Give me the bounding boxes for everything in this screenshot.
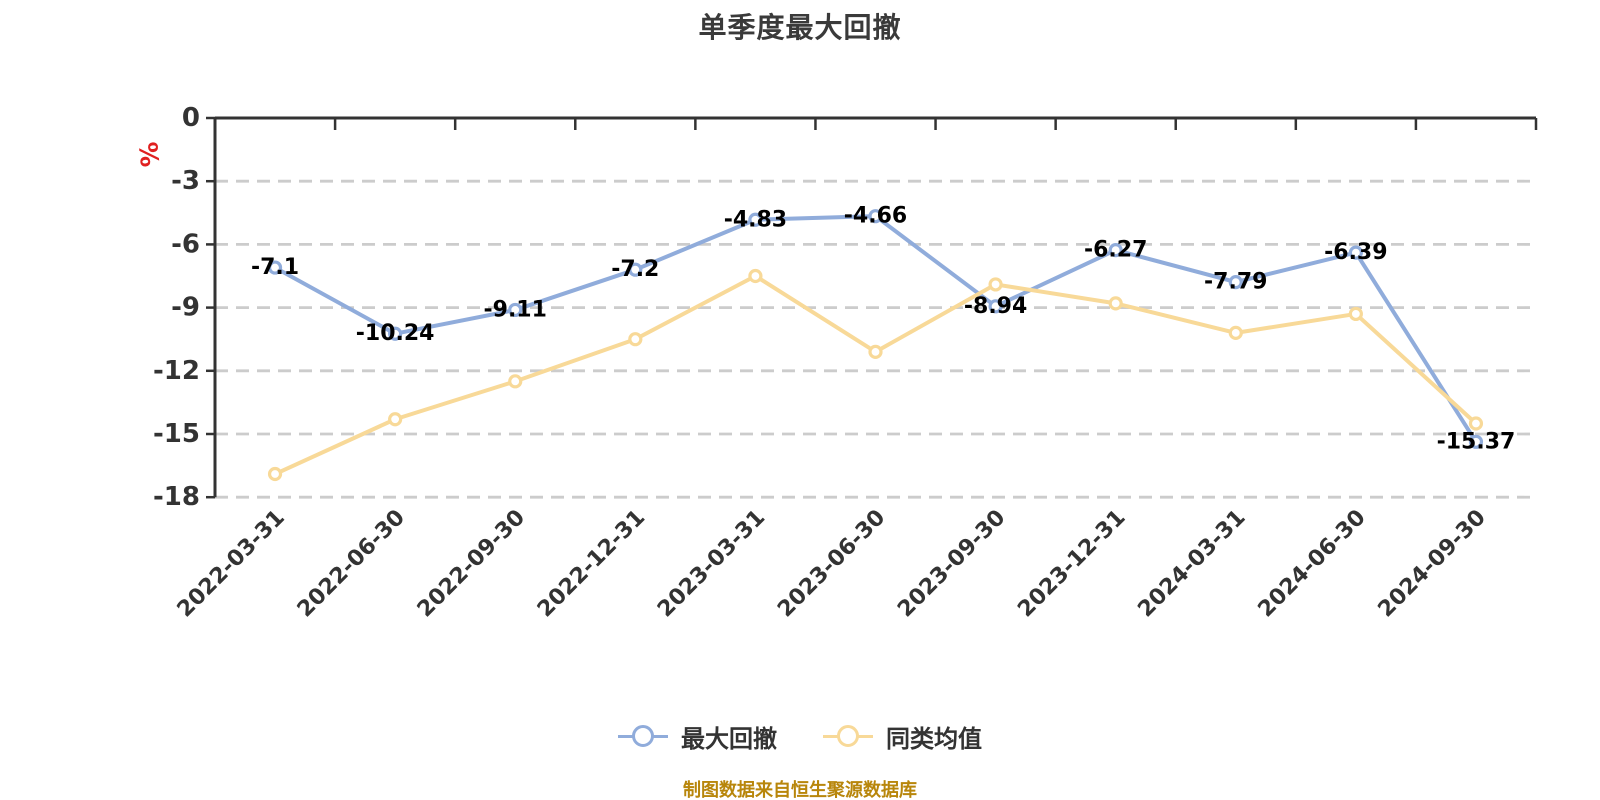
data-point-最大回撤[interactable] — [508, 302, 523, 318]
data-point-同类均值[interactable] — [1228, 325, 1243, 340]
data-source-note: 制图数据来自恒生聚源数据库 — [683, 780, 917, 800]
data-point-同类均值[interactable] — [508, 374, 523, 389]
data-point-最大回撤[interactable] — [628, 262, 643, 277]
data-label: -7.2 — [611, 257, 659, 282]
x-axis-tick-label: 2022-12-31 — [533, 505, 650, 622]
x-axis-tick-label: 2024-06-30 — [1254, 505, 1371, 622]
data-point-最大回撤[interactable] — [1228, 275, 1243, 290]
data-label: -10.24 — [356, 321, 435, 346]
data-point-同类均值[interactable] — [868, 344, 883, 359]
data-point-最大回撤[interactable] — [988, 299, 1003, 314]
series-line-最大回撤 — [273, 214, 1478, 444]
data-point-最大回撤[interactable] — [1468, 434, 1484, 449]
data-point-同类均值[interactable] — [628, 332, 643, 347]
data-label: -9.11 — [484, 297, 547, 322]
legend-item-max-drawdown[interactable]: 最大回撤 — [618, 719, 777, 754]
data-point-最大回撤[interactable] — [868, 209, 883, 224]
data-point-同类均值[interactable] — [388, 412, 403, 427]
x-axis-tick-label: 2024-09-30 — [1374, 505, 1491, 622]
x-axis-tick-label: 2024-03-31 — [1133, 505, 1250, 622]
x-axis-tick-label: 2022-03-31 — [173, 505, 290, 622]
data-label: -7.79 — [1204, 270, 1267, 295]
data-point-最大回撤[interactable] — [748, 212, 763, 227]
x-axis-tick-label: 2023-06-30 — [773, 505, 890, 622]
data-point-同类均值[interactable] — [1348, 306, 1363, 322]
y-axis-tick-label: 0 — [182, 103, 200, 133]
data-point-同类均值[interactable] — [1468, 416, 1484, 431]
x-axis-tick-label: 2022-09-30 — [413, 505, 530, 622]
data-point-同类均值[interactable] — [988, 277, 1003, 292]
legend-line-marker-icon — [618, 722, 668, 750]
legend-label-category-average: 同类均值 — [886, 724, 982, 753]
legend: 最大回撤 同类均值 — [0, 710, 1600, 762]
data-point-同类均值[interactable] — [267, 466, 283, 482]
y-axis-tick-label: -3 — [171, 166, 200, 196]
x-axis-tick-label: 2022-06-30 — [293, 505, 410, 622]
data-point-最大回撤[interactable] — [1108, 242, 1123, 258]
x-axis-tick-label: 2023-09-30 — [893, 505, 1010, 622]
data-point-同类均值[interactable] — [1108, 296, 1123, 311]
x-axis-tick-label: 2023-12-31 — [1013, 505, 1130, 622]
series-line-同类均值 — [273, 274, 1478, 477]
data-label: -6.27 — [1084, 238, 1147, 263]
y-axis-tick-label: -12 — [153, 356, 200, 386]
x-axis-tick-label: 2023-03-31 — [653, 505, 770, 622]
data-label: -6.39 — [1324, 240, 1387, 265]
y-axis-tick-label: -15 — [153, 419, 200, 449]
data-label: -7.1 — [251, 255, 299, 280]
legend-line-marker-icon — [823, 722, 873, 750]
legend-label-max-drawdown: 最大回撤 — [681, 724, 777, 753]
chart-title: 单季度最大回撤 — [698, 11, 902, 44]
data-point-最大回撤[interactable] — [267, 260, 283, 275]
legend-item-category-average[interactable]: 同类均值 — [823, 719, 982, 754]
data-point-最大回撤[interactable] — [1348, 245, 1363, 260]
data-label: -8.94 — [964, 294, 1027, 319]
data-point-最大回撤[interactable] — [388, 326, 403, 341]
data-point-同类均值[interactable] — [748, 268, 763, 284]
data-label: -4.83 — [724, 207, 787, 232]
data-label: -15.37 — [1437, 429, 1516, 454]
y-axis-tick-label: -18 — [153, 482, 200, 512]
y-axis-tick-label: -9 — [171, 293, 200, 323]
y-axis-tick-label: -6 — [171, 229, 200, 259]
data-label: -4.66 — [844, 204, 907, 229]
